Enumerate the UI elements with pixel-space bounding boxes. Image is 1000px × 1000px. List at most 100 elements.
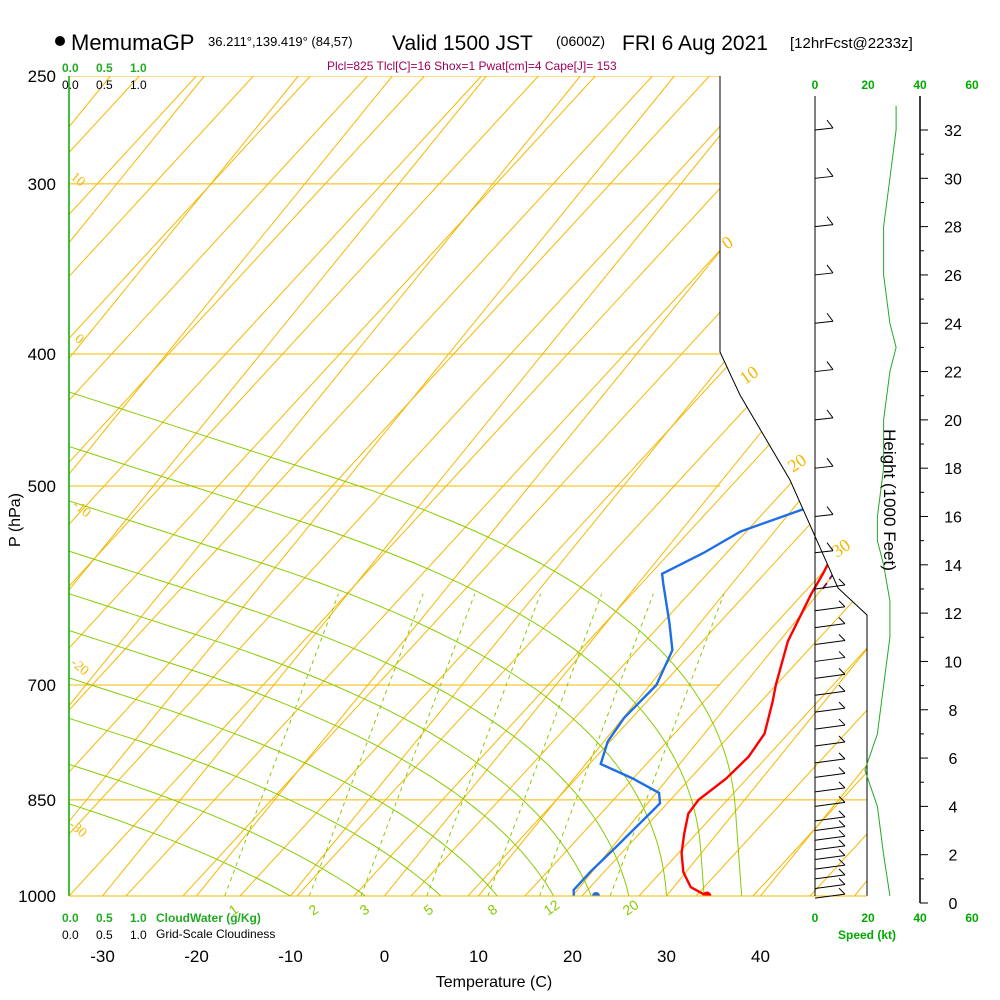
speed-tick-label-top: 0 bbox=[812, 78, 819, 92]
dry-adiabat-line bbox=[69, 76, 425, 464]
mixing-ratio-line bbox=[308, 593, 424, 896]
moist-adiabat-line bbox=[69, 550, 630, 896]
wind-barb-flag bbox=[838, 578, 846, 586]
wind-barb bbox=[814, 361, 834, 373]
dry-adiabat-line bbox=[410, 399, 867, 896]
moist-adiabat-line bbox=[69, 391, 743, 896]
wind-barb bbox=[814, 849, 846, 861]
wind-barb-shaft bbox=[814, 175, 834, 179]
dry-adiabat-line bbox=[353, 337, 867, 896]
wind-barb bbox=[814, 457, 834, 469]
cloudiness-scale-bottom: 0.0 bbox=[62, 928, 79, 942]
wind-barb-flag bbox=[826, 168, 834, 177]
pressure-tick-label: 300 bbox=[28, 175, 56, 194]
mixing-ratio-line bbox=[426, 593, 542, 896]
wind-barb-shaft bbox=[814, 640, 846, 646]
forecast-run: [12hrFcst@2233z] bbox=[790, 35, 913, 52]
wind-barb-shaft bbox=[814, 801, 846, 807]
dry-adiabat-line bbox=[69, 76, 596, 649]
wind-barb bbox=[814, 701, 846, 713]
height-tick-label: 12 bbox=[944, 606, 962, 623]
height-tick-label: 20 bbox=[944, 413, 962, 430]
wind-barb-flag bbox=[838, 735, 846, 743]
wind-barb-shaft bbox=[814, 724, 846, 730]
isotherm-line bbox=[69, 76, 487, 591]
wind-barb bbox=[814, 216, 834, 228]
wind-barb-flag bbox=[838, 767, 846, 774]
wind-barb-shaft bbox=[814, 864, 846, 870]
wind-barb-flag bbox=[838, 634, 846, 641]
wind-barb bbox=[814, 667, 846, 679]
moist-adiabat-line bbox=[69, 677, 498, 896]
wind-barb-flag bbox=[826, 542, 834, 552]
upper-right-mask bbox=[719, 76, 868, 896]
cloudwater-scale-top: 1.0 bbox=[130, 61, 147, 75]
wind-barb-shaft bbox=[814, 772, 846, 778]
isotherm-line bbox=[0, 76, 16, 896]
cloudwater-scale-bottom: 1.0 bbox=[130, 911, 147, 925]
wind-barb-shaft bbox=[814, 465, 834, 469]
wind-barb-flag bbox=[838, 752, 846, 760]
speed-tick-label-top: 40 bbox=[913, 78, 927, 92]
wind-barb-flag bbox=[838, 684, 846, 692]
wind-barb-flag bbox=[838, 829, 846, 837]
isotherm-line bbox=[572, 532, 867, 896]
wind-barb-shaft bbox=[814, 893, 846, 899]
wind-barb-flag bbox=[838, 600, 846, 608]
temperature-tick-label: 20 bbox=[563, 947, 582, 966]
isotherm-line bbox=[69, 76, 205, 244]
x-axis-title: Temperature (C) bbox=[436, 974, 552, 991]
dry-adiabat-label: -20 bbox=[67, 656, 91, 679]
wind-barb-flag bbox=[826, 312, 834, 322]
isotherm-line bbox=[69, 76, 675, 823]
mixing-ratio-line bbox=[224, 593, 339, 896]
wind-barb-shaft bbox=[814, 550, 834, 554]
wind-barb-flag bbox=[838, 820, 846, 827]
wind-barb bbox=[814, 634, 846, 646]
wind-barb-flag bbox=[838, 887, 846, 895]
isotherm-line bbox=[666, 648, 867, 896]
dry-adiabat-line bbox=[69, 76, 482, 525]
wind-barb bbox=[814, 868, 846, 880]
moist-adiabat-line bbox=[69, 803, 291, 896]
wind-barb bbox=[814, 810, 846, 822]
wind-barb-flag bbox=[838, 878, 846, 885]
wind-barb-shaft bbox=[814, 884, 846, 890]
wind-barb-shaft bbox=[814, 690, 846, 696]
wind-barb-flag bbox=[838, 796, 846, 803]
wind-barb-flag bbox=[838, 651, 846, 658]
dry-adiabat-line bbox=[69, 76, 824, 896]
speed-tick-label-top: 20 bbox=[861, 78, 875, 92]
mixing-ratio-line bbox=[487, 593, 603, 896]
temperature-tick-label: 30 bbox=[657, 947, 676, 966]
wind-barb-flag bbox=[826, 506, 834, 515]
wind-barb-shaft bbox=[814, 826, 846, 832]
utc-time: (0600Z) bbox=[556, 33, 605, 49]
wind-barb bbox=[814, 542, 834, 554]
wind-barb-shaft bbox=[814, 656, 846, 662]
isotherm-line bbox=[949, 76, 1000, 896]
wind-barb bbox=[814, 887, 846, 899]
wind-barb-shaft bbox=[814, 707, 846, 713]
isotherm-line bbox=[69, 76, 393, 475]
wind-barb-shaft bbox=[814, 606, 846, 612]
speed-tick-label-top: 60 bbox=[965, 78, 979, 92]
wind-barb-shaft bbox=[814, 369, 834, 373]
wind-barb-shaft bbox=[814, 272, 834, 276]
wind-barb bbox=[814, 829, 846, 841]
speed-tick-label-bottom: 40 bbox=[913, 911, 927, 925]
speed-tick-label-bottom: 20 bbox=[861, 911, 875, 925]
wind-barb-shaft bbox=[814, 224, 834, 228]
stability-indices: Plcl=825 Tlcl[C]=16 Shox=1 Pwat[cm]=4 Ca… bbox=[327, 59, 617, 73]
wind-barb-shaft bbox=[814, 758, 846, 764]
wind-barb bbox=[814, 264, 834, 276]
location-coords: 36.211°,139.419° (84,57) bbox=[208, 34, 353, 49]
cloudwater-scale-bottom: 0.5 bbox=[96, 911, 113, 925]
height-tick-label: 28 bbox=[944, 220, 962, 237]
y-axis-title: P (hPa) bbox=[7, 493, 24, 547]
wind-barb-flag bbox=[838, 701, 846, 709]
isotherm-line bbox=[854, 879, 867, 896]
